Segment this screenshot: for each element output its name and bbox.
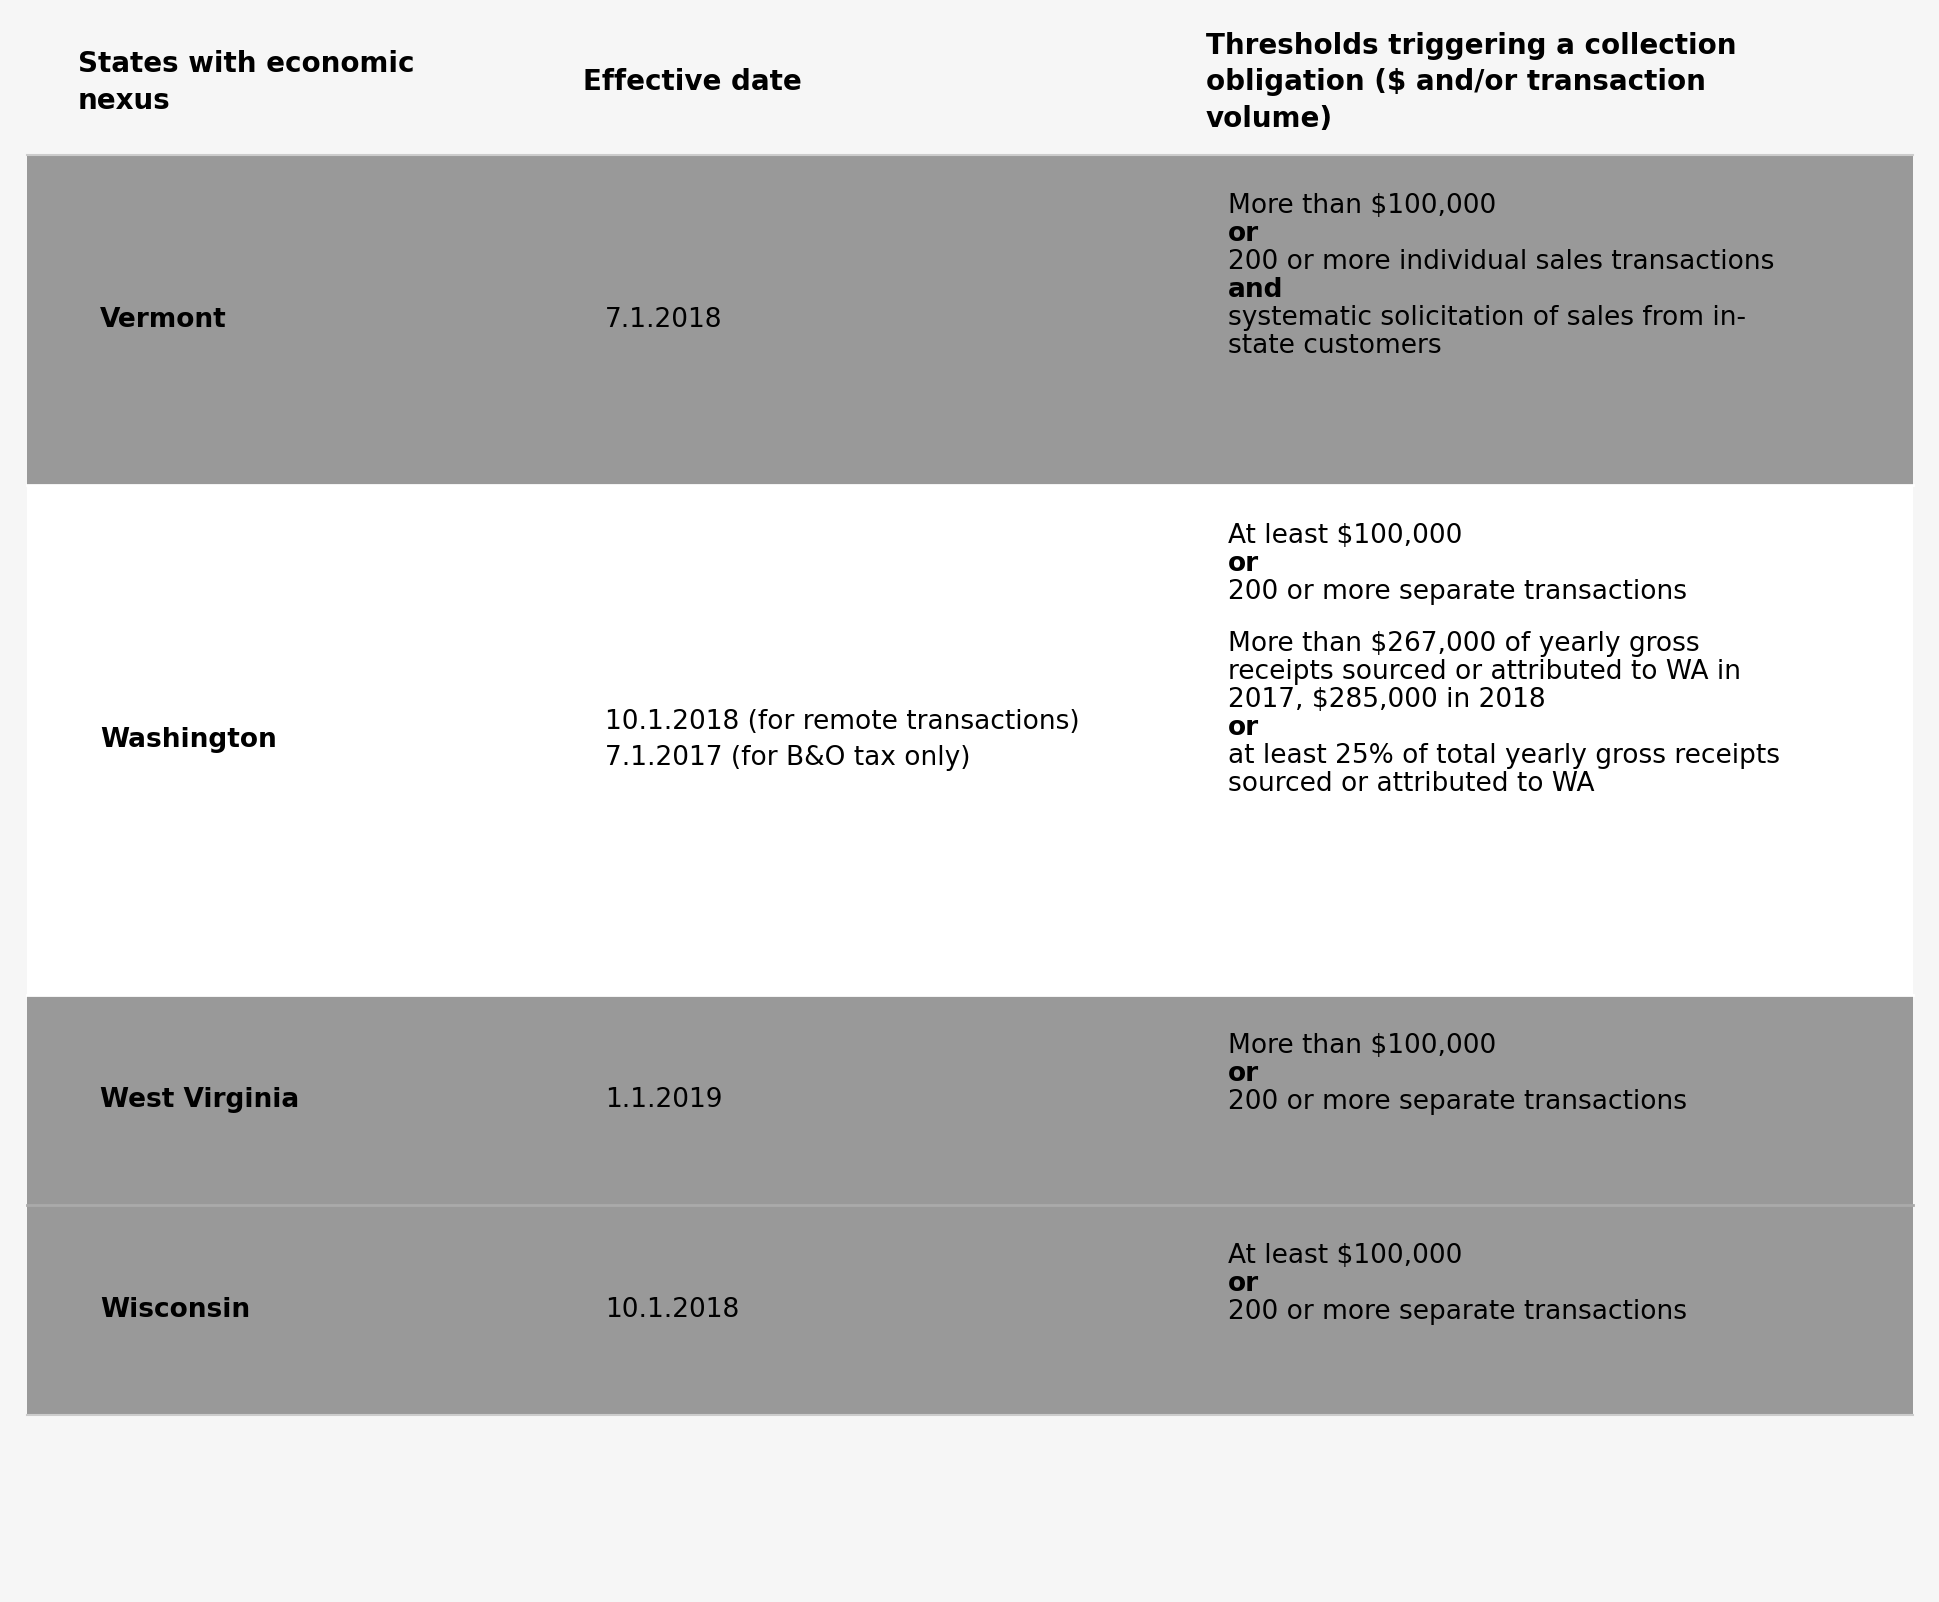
Text: 2017, $285,000 in 2018: 2017, $285,000 in 2018 [1227,687,1545,713]
Bar [27,1205,1912,1415]
Bar [27,10,1912,155]
Text: 200 or more individual sales transactions: 200 or more individual sales transaction… [1227,248,1772,276]
Text: and: and [1227,277,1282,303]
Text: 10.1.2018 (for remote transactions)
7.1.2017 (for B&O tax only): 10.1.2018 (for remote transactions) 7.1.… [605,710,1080,771]
Text: At least $100,000: At least $100,000 [1227,522,1462,549]
Text: At least $100,000: At least $100,000 [1227,1243,1462,1269]
Text: or: or [1227,714,1258,740]
Text: 7.1.2018: 7.1.2018 [605,308,723,333]
Text: Vermont: Vermont [101,308,227,333]
Text: West Virginia: West Virginia [101,1088,299,1113]
Text: at least 25% of total yearly gross receipts: at least 25% of total yearly gross recei… [1227,743,1778,769]
Text: or: or [1227,551,1258,577]
Text: More than $100,000: More than $100,000 [1227,192,1495,219]
Text: 1.1.2019: 1.1.2019 [605,1088,723,1113]
Text: 200 or more separate transactions: 200 or more separate transactions [1227,1299,1685,1325]
Text: Effective date: Effective date [584,69,801,96]
Text: Washington: Washington [101,727,277,753]
Text: state customers: state customers [1227,333,1441,359]
Text: 200 or more separate transactions: 200 or more separate transactions [1227,578,1685,606]
Bar [27,485,1912,995]
Text: receipts sourced or attributed to WA in: receipts sourced or attributed to WA in [1227,658,1739,684]
Text: 10.1.2018: 10.1.2018 [605,1298,739,1323]
Text: Thresholds triggering a collection
obligation ($ and/or transaction
volume): Thresholds triggering a collection oblig… [1206,32,1735,133]
Text: More than $100,000: More than $100,000 [1227,1033,1495,1059]
Bar [27,995,1912,1205]
Text: or: or [1227,1270,1258,1298]
Text: States with economic
nexus: States with economic nexus [78,50,415,115]
Bar [27,155,1912,485]
Text: or: or [1227,221,1258,247]
Text: or: or [1227,1061,1258,1088]
Text: Wisconsin: Wisconsin [101,1298,250,1323]
Text: sourced or attributed to WA: sourced or attributed to WA [1227,771,1594,796]
Text: More than $267,000 of yearly gross: More than $267,000 of yearly gross [1227,631,1699,657]
Text: systematic solicitation of sales from in-: systematic solicitation of sales from in… [1227,304,1745,332]
Text: 200 or more separate transactions: 200 or more separate transactions [1227,1089,1685,1115]
